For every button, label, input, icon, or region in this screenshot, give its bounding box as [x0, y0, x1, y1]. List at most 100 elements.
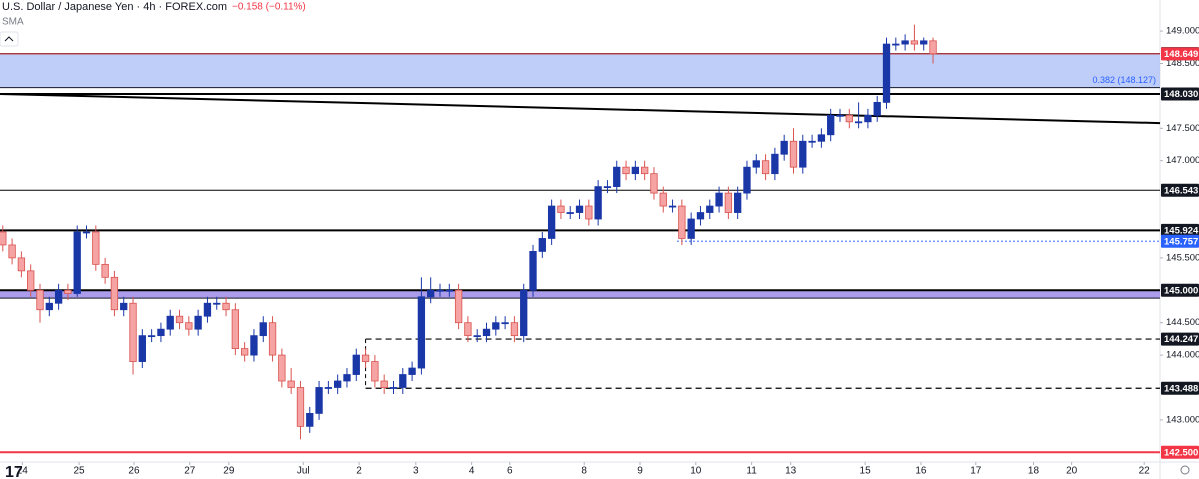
candle-body	[147, 335, 156, 338]
settings-icon[interactable]	[1180, 465, 1190, 475]
candle-body	[696, 212, 705, 220]
zone	[0, 290, 1160, 299]
candle-body	[631, 166, 640, 175]
candle-body	[920, 40, 928, 45]
collapse-icon	[4, 36, 14, 42]
candle-body	[780, 140, 788, 155]
candle-body	[399, 374, 407, 388]
candle-body	[250, 335, 258, 356]
x-tick-label: 22	[1139, 466, 1151, 477]
collapse-button[interactable]	[0, 31, 19, 47]
x-tick-label: 24	[17, 466, 29, 477]
x-tick-label: 29	[223, 466, 235, 477]
candle-body	[259, 322, 267, 337]
y-tick-label: 147.500	[1166, 123, 1199, 134]
price-label-box	[1161, 223, 1199, 237]
candle-body	[185, 322, 193, 330]
axis-layer: 149.000 148.500 147.500 147.000 145.500 144.5…	[17, 26, 1199, 477]
candle-body	[408, 367, 416, 375]
candle-body	[650, 173, 658, 194]
candle-body	[445, 289, 453, 292]
candle-body	[287, 380, 295, 388]
candle-body	[575, 205, 584, 213]
x-tick-label: 15	[860, 466, 872, 477]
price-label-box	[1161, 183, 1199, 197]
candle-body	[389, 387, 398, 389]
candle-body	[771, 153, 779, 175]
candle-body	[380, 380, 388, 388]
x-tick-label: 11	[746, 466, 757, 477]
candle-body	[538, 238, 546, 252]
candle-body	[836, 114, 844, 117]
candle-body	[8, 244, 16, 259]
candle-body	[761, 160, 770, 175]
plot: 0.382 (148.127)	[0, 24, 1161, 454]
candle-body	[361, 354, 370, 362]
candle-body	[854, 121, 863, 124]
candle-body	[0, 231, 7, 246]
x-tick-label: 18	[1028, 466, 1040, 477]
candle-body	[203, 302, 212, 317]
x-tick-label: 3	[413, 466, 419, 477]
candle-body	[315, 387, 323, 414]
chart-title: U.S. Dollar / Japanese Yen · 4h · FOREX.…	[2, 1, 227, 13]
candle-body	[306, 413, 314, 427]
x-tick-label: 2	[356, 466, 362, 477]
x-tick-label: 13	[785, 466, 797, 477]
candle-body	[166, 315, 174, 330]
candle-body	[873, 101, 881, 116]
price-label: 144.247	[1164, 334, 1198, 345]
candle-body	[752, 160, 760, 168]
candle-body	[194, 315, 202, 330]
candle-body	[175, 315, 184, 324]
price-label-box	[1161, 47, 1199, 61]
candle-body	[501, 322, 509, 325]
indicator-label: SMA	[2, 17, 24, 28]
candle-body	[817, 134, 826, 142]
candle-body	[120, 302, 128, 311]
candle-body	[222, 302, 230, 311]
candle-body	[54, 289, 63, 304]
candle-body	[585, 205, 593, 220]
price-label-box	[1161, 381, 1199, 395]
candle-body	[603, 186, 612, 189]
price-label-box	[1161, 87, 1199, 101]
candle-body	[492, 322, 500, 330]
candle-body	[45, 302, 53, 311]
candle-body	[510, 322, 519, 337]
candle-body	[734, 192, 742, 213]
candle-body	[529, 251, 537, 291]
candle-body	[296, 387, 305, 427]
candle-body	[799, 140, 807, 168]
x-tick-label: 10	[690, 466, 702, 477]
candle-body	[910, 40, 919, 45]
y-tick-label: 143.000	[1166, 414, 1199, 425]
candle-body	[929, 40, 937, 55]
candle-body	[613, 166, 621, 188]
y-tick-label: 148.500	[1166, 58, 1199, 69]
x-tick-label: 25	[74, 466, 86, 477]
candle-body	[213, 302, 221, 305]
candle-body	[324, 387, 333, 389]
price-label: 145.000	[1164, 285, 1198, 296]
candle-body	[268, 322, 277, 356]
candle-body	[845, 114, 853, 123]
header-bg	[0, 0, 340, 13]
candle-body	[436, 289, 444, 292]
candle-body	[659, 192, 667, 207]
candle-body	[464, 322, 472, 337]
candle-body	[157, 328, 165, 337]
candle-body	[371, 361, 379, 382]
x-tick-label: 27	[184, 466, 196, 477]
logo: 17	[5, 464, 23, 479]
candle-body	[240, 348, 249, 356]
candle-body	[36, 289, 44, 311]
y-tick-label: 149.000	[1166, 26, 1199, 37]
candle-body	[864, 114, 872, 123]
candle-body	[454, 289, 463, 324]
trendline	[0, 92, 1161, 125]
candle-body	[64, 289, 72, 294]
candle-body	[473, 335, 481, 338]
candle-body	[352, 354, 360, 375]
